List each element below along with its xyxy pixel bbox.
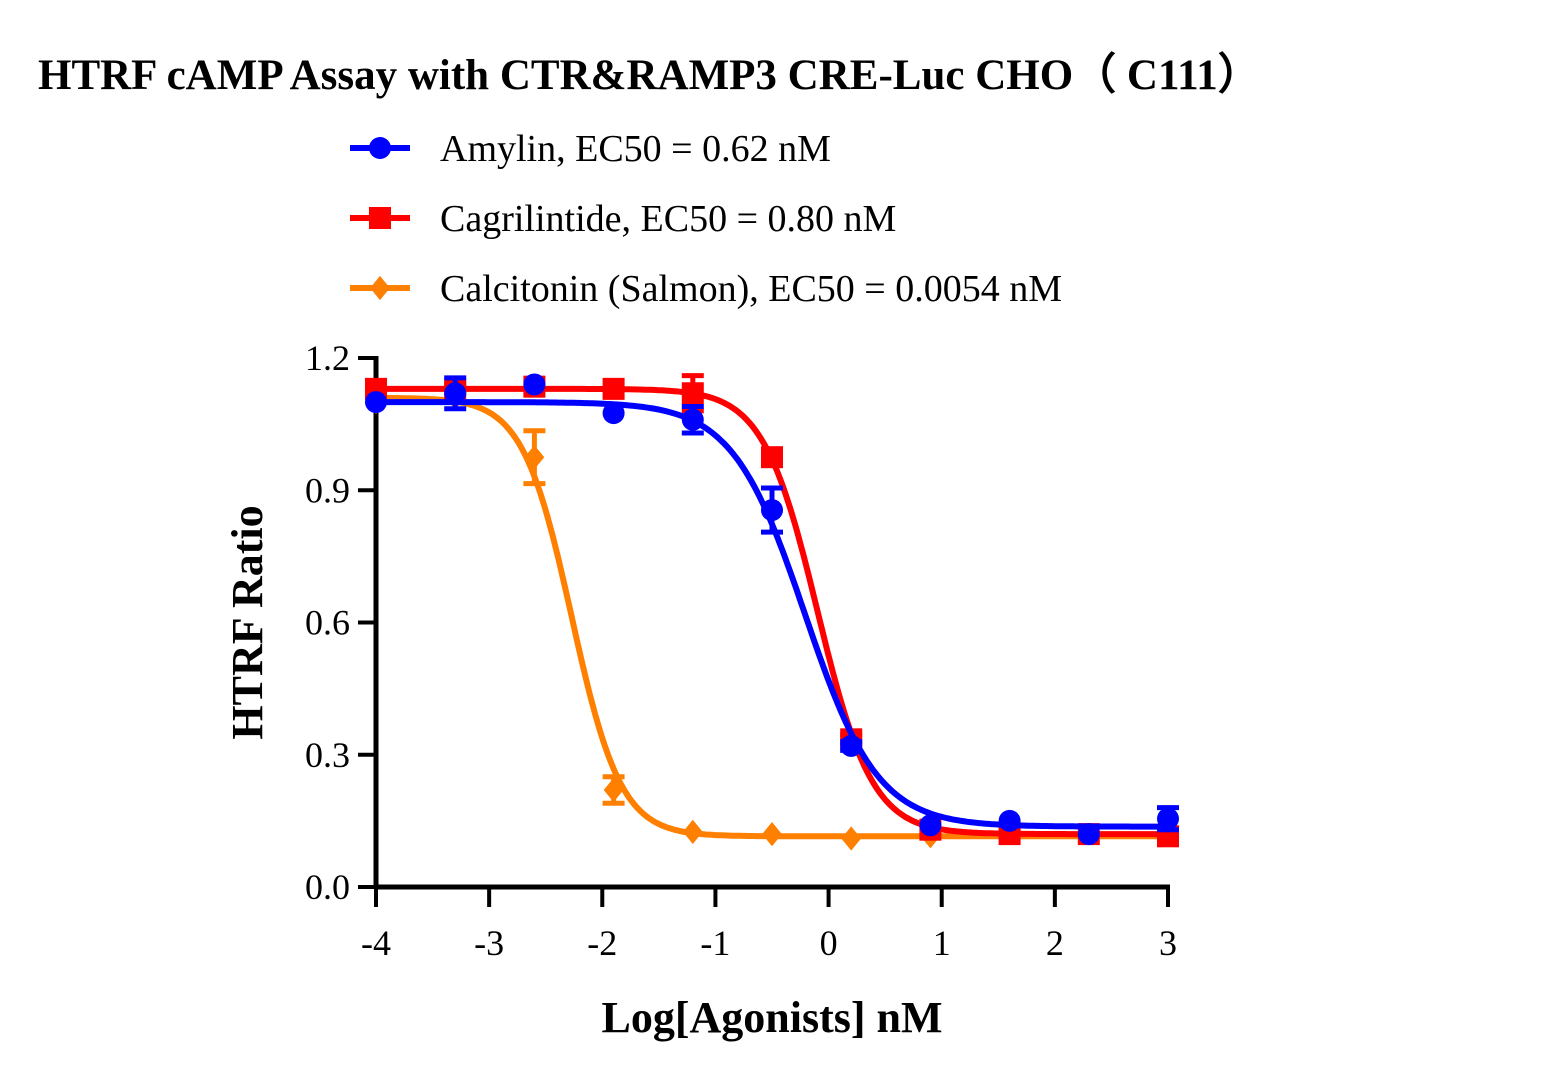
data-point [761, 446, 783, 469]
data-point [681, 408, 704, 431]
data-point [444, 382, 467, 405]
data-point [602, 377, 625, 400]
legend-label: Cagrilintide, EC50 = 0.80 nM [440, 198, 896, 240]
x-tick-label: 2 [1046, 923, 1064, 963]
data-point [603, 777, 624, 803]
data-point [761, 499, 783, 522]
data-point [919, 814, 942, 837]
chart-title: HTRF cAMP Assay with CTR&RAMP3 CRE-Luc C… [38, 52, 1261, 99]
legend-label: Calcitonin (Salmon), EC50 = 0.0054 nM [440, 268, 1062, 310]
data-point [602, 402, 625, 425]
legend-marker [370, 275, 390, 301]
data-point [1157, 807, 1179, 830]
data-point [523, 373, 546, 396]
y-tick-label: 1.2 [305, 338, 350, 378]
y-axis-label: HTRF Ratio [223, 505, 272, 739]
x-tick-label: 3 [1159, 923, 1177, 963]
data-point [681, 382, 704, 405]
legend-marker [369, 207, 391, 229]
data-point [998, 809, 1021, 832]
legend-marker [369, 137, 391, 159]
x-tick-label: 0 [820, 923, 838, 963]
data-point [762, 822, 782, 847]
data-point [841, 826, 862, 851]
y-tick-label: 0.3 [305, 735, 350, 775]
data-point [682, 819, 703, 844]
x-tick-label: -3 [474, 923, 504, 963]
legend-label: Amylin, EC50 = 0.62 nM [440, 128, 831, 170]
data-point [524, 445, 545, 470]
x-tick-label: -2 [587, 923, 617, 963]
y-tick-label: 0.9 [305, 470, 350, 510]
y-tick-label: 0.6 [305, 603, 350, 643]
data-point [840, 734, 863, 757]
x-axis-label: Log[Agonists] nM [601, 993, 942, 1042]
y-tick-label: 0.0 [305, 867, 350, 907]
data-point [1077, 823, 1100, 846]
x-tick-label: -1 [700, 923, 730, 963]
x-tick-label: -4 [361, 923, 391, 963]
data-point [365, 391, 387, 414]
x-tick-label: 1 [933, 923, 951, 963]
